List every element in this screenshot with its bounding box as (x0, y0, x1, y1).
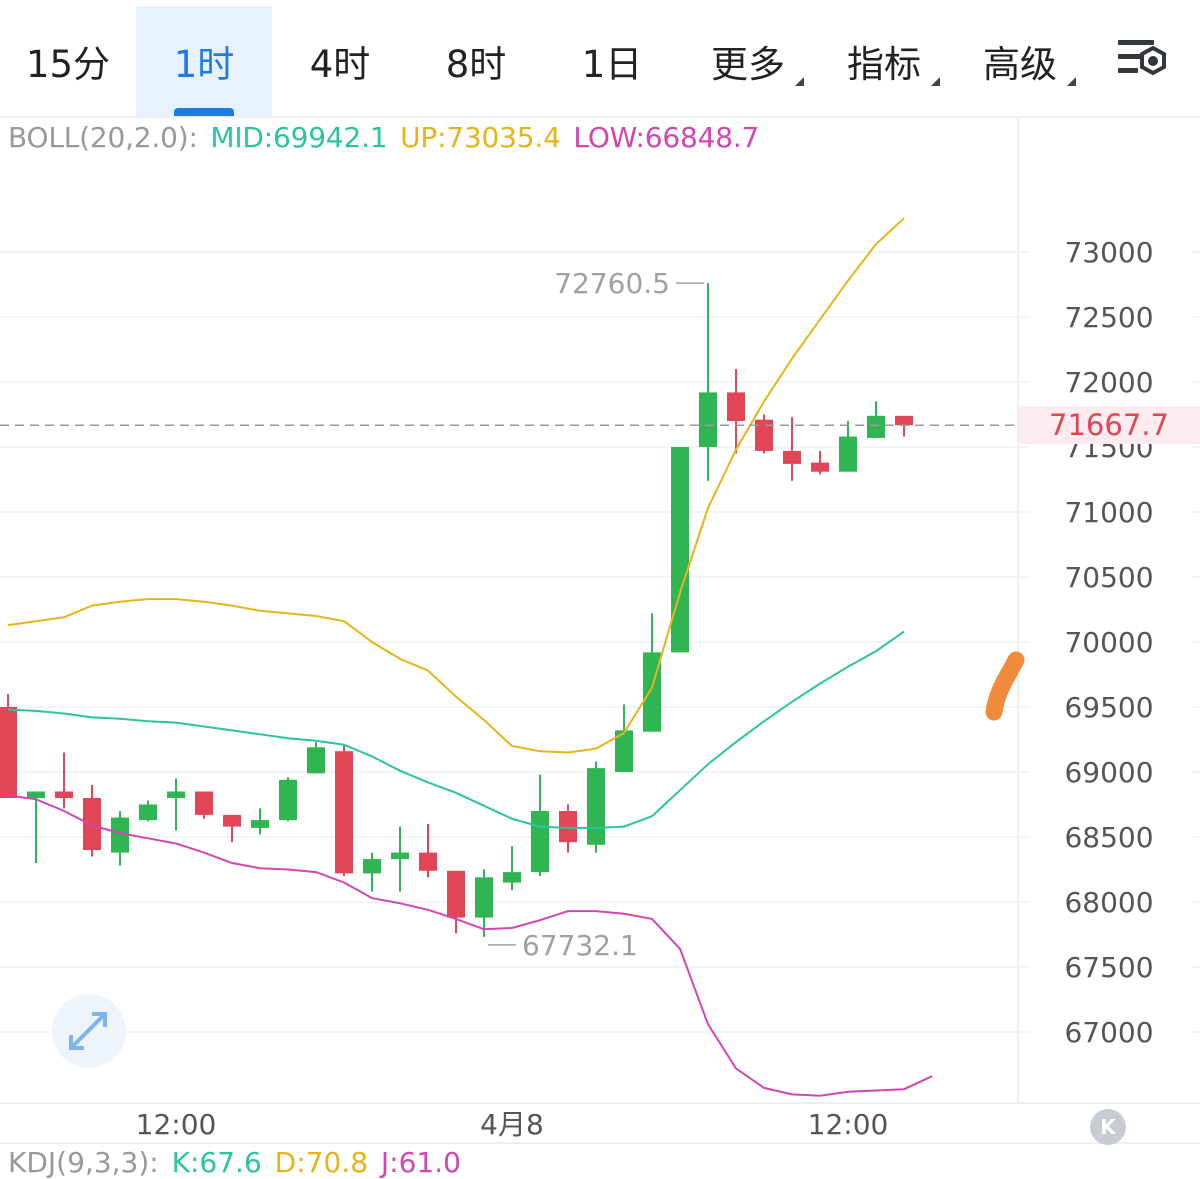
candle-body (83, 798, 101, 850)
y-tick-label: 69500 (1064, 691, 1153, 724)
candle-body (419, 852, 437, 871)
current-price-label: 71667.7 (1018, 406, 1200, 444)
y-tick-label: 70000 (1064, 626, 1153, 659)
boll-up-value: UP:73035.4 (400, 121, 561, 154)
y-tick-label: 71000 (1064, 496, 1153, 529)
y-tick-label: 67000 (1064, 1016, 1153, 1049)
candle-body (615, 730, 633, 772)
chart-settings-gear-icon (1118, 40, 1166, 76)
y-tick-label: 72500 (1064, 301, 1153, 334)
dropdown-caret-icon (931, 77, 940, 86)
x-tick-label: 12:00 (808, 1108, 889, 1141)
tab-8[interactable]: 高级 (952, 6, 1088, 116)
tab-label: 4时 (309, 43, 371, 86)
candle-body (335, 751, 353, 874)
kdj-d-value: D:70.8 (274, 1146, 369, 1179)
candle-body (755, 419, 773, 451)
y-tick-label: 67500 (1064, 951, 1153, 984)
candle-body (531, 811, 549, 873)
y-tick-label: 73000 (1064, 236, 1153, 269)
candle-body (671, 447, 689, 653)
tab-label: 指标 (847, 43, 921, 86)
tab-label: 更多 (711, 43, 785, 86)
active-tab-underline (174, 108, 234, 116)
candle-body (447, 870, 465, 918)
timeframe-tab-bar: 15分 1时 4时 8时 1日 更多 指标 高级 (0, 0, 1200, 117)
candle-body (867, 415, 885, 438)
candle-body (699, 392, 717, 447)
candle-body (839, 436, 857, 472)
tab-label: 8时 (445, 43, 507, 86)
candle-body (279, 779, 297, 821)
tab-6[interactable]: 更多 (680, 6, 816, 116)
kdj-legend-name: KDJ(9,3,3): (8, 1146, 159, 1179)
orange-marker-stroke (985, 651, 1025, 721)
candle-body (475, 877, 493, 918)
tab-4[interactable]: 8时 (408, 6, 544, 116)
k-button-label: K (1100, 1115, 1116, 1139)
candle-body (139, 804, 157, 821)
expand-chart-button[interactable] (52, 994, 126, 1068)
kdj-k-value: K:67.6 (171, 1146, 262, 1179)
candle-body (363, 859, 381, 874)
dropdown-caret-icon (1067, 77, 1076, 86)
candle-body (251, 820, 269, 828)
high-annotation-label: 72760.5 (554, 267, 670, 300)
boll-mid-value: MID:69942.1 (210, 121, 388, 154)
candle-body (27, 791, 45, 798)
tab-label: 高级 (983, 43, 1057, 86)
low-annotation-label: 67732.1 (522, 929, 638, 962)
tab-3[interactable]: 4时 (272, 6, 408, 116)
candle-body (503, 872, 521, 883)
kdj-legend: KDJ(9,3,3): K:67.6 D:70.8 J:61.0 (8, 1146, 465, 1179)
y-tick-label: 68500 (1064, 821, 1153, 854)
tab-label: 1时 (173, 43, 235, 86)
candle-body (895, 415, 913, 426)
chart-settings-button[interactable] (1110, 34, 1174, 90)
candle-body (783, 450, 801, 464)
y-tick-label: 72000 (1064, 366, 1153, 399)
tab-7[interactable]: 指标 (816, 6, 952, 116)
y-tick-label: 70500 (1064, 561, 1153, 594)
candle-body (391, 852, 409, 860)
y-tick-label: 69000 (1064, 756, 1153, 789)
candle-body (727, 392, 745, 421)
boll-low-value: LOW:66848.7 (573, 121, 760, 154)
boll-legend-name: BOLL(20,2.0): (8, 121, 198, 154)
candle-body (195, 791, 213, 815)
candle-body (811, 462, 829, 472)
kdj-j-value: J:61.0 (380, 1146, 461, 1179)
tab-1[interactable]: 15分 (0, 6, 136, 116)
tab-2[interactable]: 1时 (136, 6, 272, 116)
candle-body (111, 817, 129, 853)
candle-body (55, 791, 73, 798)
boll-lower-line (7, 794, 933, 1097)
tab-label: 1日 (581, 43, 643, 86)
x-tick-label: 4月8 (480, 1108, 544, 1141)
x-tick-label: 12:00 (136, 1108, 217, 1141)
candle-body (167, 791, 185, 798)
tab-5[interactable]: 1日 (544, 6, 680, 116)
y-tick-label: 68000 (1064, 886, 1153, 919)
dropdown-caret-icon (795, 77, 804, 86)
expand-arrows-icon (69, 1012, 107, 1050)
candle-body (223, 814, 241, 827)
boll-legend: BOLL(20,2.0): MID:69942.1 UP:73035.4 LOW… (8, 121, 763, 154)
scroll-to-latest-button[interactable]: K (1090, 1109, 1126, 1145)
tab-label: 15分 (25, 43, 111, 86)
candle-body (587, 768, 605, 845)
candle-body (0, 707, 17, 798)
boll-upper-line (7, 217, 905, 754)
candle-body (559, 811, 577, 843)
candle-body (307, 747, 325, 774)
boll-middle-line (7, 630, 905, 829)
